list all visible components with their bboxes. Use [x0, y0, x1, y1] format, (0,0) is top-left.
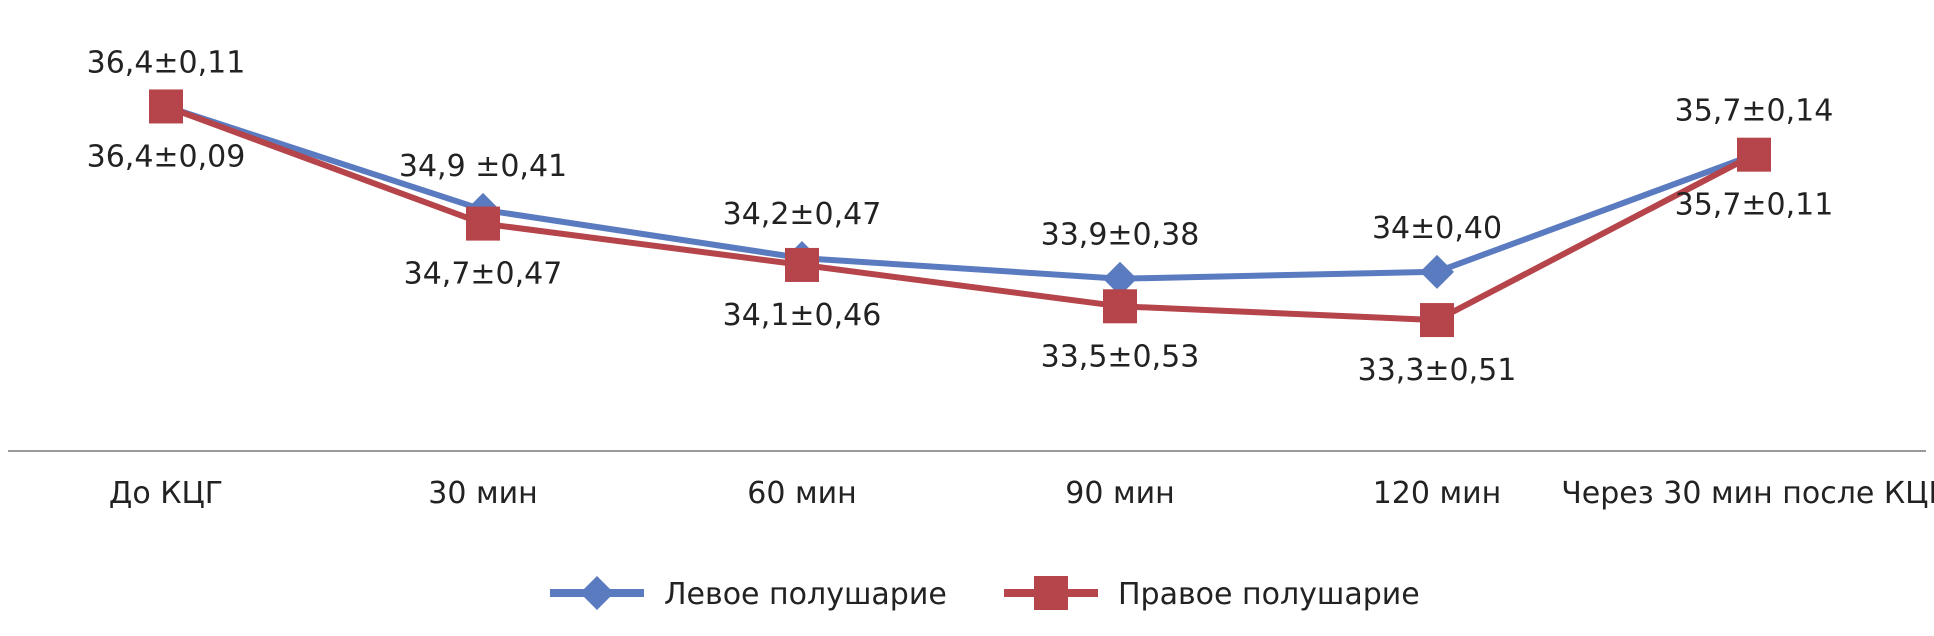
right-point-2 [785, 247, 819, 282]
legend: Левое полушарие Правое полушарие [550, 576, 1420, 612]
legend-label-left: Левое полушарие [664, 577, 947, 612]
data-labels: 36,4±0,11 34,9 ±0,41 34,2±0,47 33,9±0,38 34±… [87, 45, 1834, 388]
data-label-left-2: 34,2±0,47 [723, 197, 882, 232]
x-tick-label-3: 90 мин [1065, 476, 1174, 511]
legend-item-left: Левое полушарие [550, 576, 947, 612]
right-point-4 [1420, 303, 1454, 338]
x-tick-label-4: 120 мин [1373, 476, 1502, 511]
legend-diamond-marker [580, 576, 614, 610]
data-label-right-2: 34,1±0,46 [723, 298, 882, 333]
series-line-left [165, 103, 1756, 282]
left-point-4 [1420, 254, 1454, 289]
x-axis-ticks: До КЦГ 30 мин 60 мин 90 мин 120 мин Через 30 … [109, 476, 1934, 511]
right-point-0 [149, 89, 183, 124]
x-tick-label-1: 30 мин [428, 476, 537, 511]
x-tick-label-0: До КЦГ [109, 476, 223, 511]
data-label-right-3: 33,5±0,53 [1041, 339, 1200, 374]
data-label-left-4: 34±0,40 [1372, 211, 1502, 246]
x-tick-label-5: Через 30 мин после КЦГ [1561, 476, 1934, 511]
right-point-3 [1103, 289, 1137, 324]
series-layer [149, 89, 1771, 338]
data-label-right-5: 35,7±0,11 [1675, 188, 1834, 223]
data-label-right-4: 33,3±0,51 [1358, 353, 1517, 388]
data-label-right-1: 34,7±0,47 [404, 257, 563, 292]
right-point-5 [1737, 137, 1771, 172]
right-point-1 [466, 206, 500, 241]
data-label-right-0: 36,4±0,09 [87, 139, 246, 174]
left-point-3 [1103, 261, 1137, 296]
legend-item-right: Правое полушарие [1004, 576, 1420, 612]
data-label-left-0: 36,4±0,11 [87, 45, 246, 80]
data-label-left-5: 35,7±0,14 [1675, 94, 1834, 129]
series-line-right [164, 103, 1756, 324]
data-label-left-1: 34,9 ±0,41 [399, 149, 567, 184]
legend-label-right: Правое полушарие [1118, 577, 1420, 612]
data-label-left-3: 33,9±0,38 [1041, 218, 1200, 253]
x-tick-label-2: 60 мин [747, 476, 856, 511]
legend-square-marker [1034, 576, 1068, 610]
